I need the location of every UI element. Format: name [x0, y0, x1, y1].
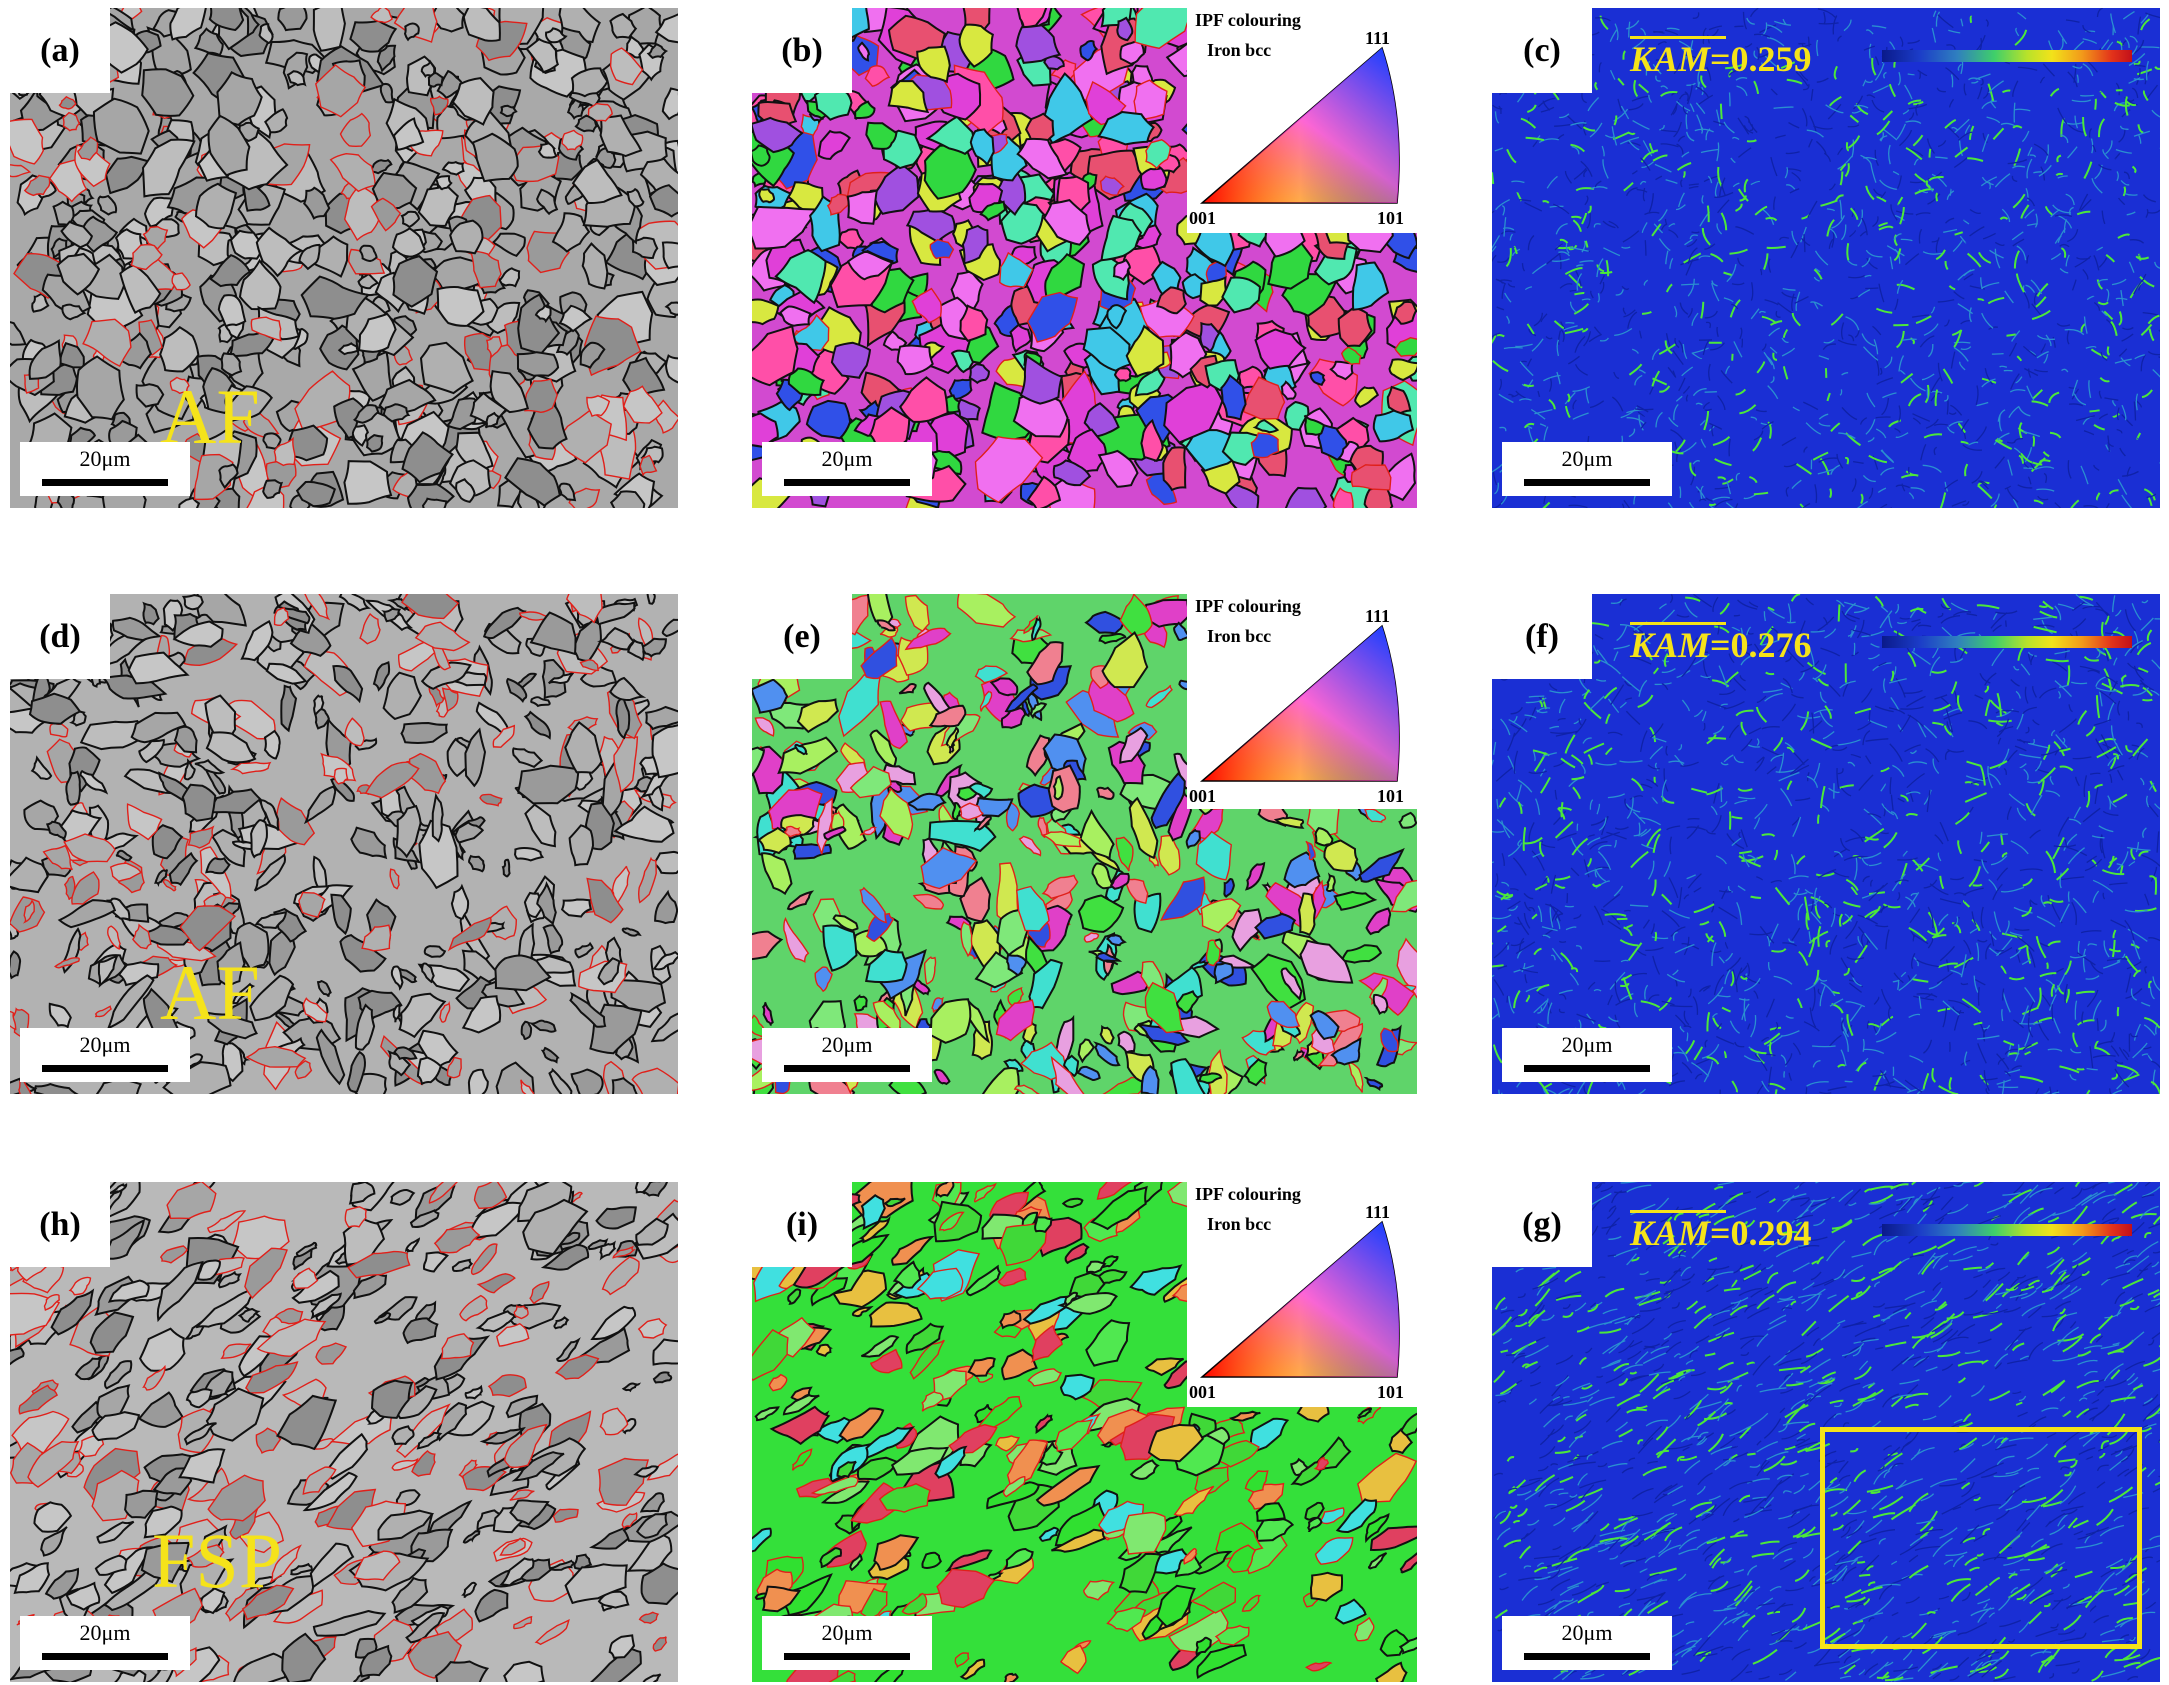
scale-bar-text: 20μm — [79, 446, 131, 471]
panel-label: (f) — [1492, 594, 1592, 679]
ipf-phase: Iron bcc — [1207, 40, 1272, 60]
ipf-corner-001: 001 — [1189, 1382, 1216, 1402]
band-contrast-map — [10, 594, 678, 1094]
ipf-corner-111: 111 — [1365, 1202, 1391, 1222]
kam-colorbar — [1882, 50, 2132, 62]
panel-c: (c) KAM=0.259 20μm — [1492, 8, 2160, 508]
ipf-title: IPF colouring — [1195, 1184, 1301, 1204]
panel-g: (g) KAM=0.294 20μm — [1492, 1182, 2160, 1682]
band-contrast-map — [10, 8, 678, 508]
scale-bar-text: 20μm — [79, 1032, 131, 1057]
scale-bar-text: 20μm — [821, 446, 873, 471]
panel-label: (h) — [10, 1182, 110, 1267]
kam-colorbar — [1882, 1224, 2132, 1236]
panel-a: (a) AF 20μm — [10, 8, 678, 508]
panel-label: (c) — [1492, 8, 1592, 93]
kam-map — [1492, 8, 2160, 508]
panel-h: (h) FSP 20μm — [10, 1182, 678, 1682]
kam-average: KAM=0.259 — [1630, 36, 1812, 80]
scale-bar: 20μm — [762, 1028, 932, 1082]
ipf-phase: Iron bcc — [1207, 1214, 1272, 1234]
kam-average: KAM=0.276 — [1630, 622, 1812, 666]
scale-bar-text: 20μm — [821, 1620, 873, 1645]
scale-bar: 20μm — [1502, 1028, 1672, 1082]
panel-f: (f) KAM=0.276 20μm — [1492, 594, 2160, 1094]
scale-bar: 20μm — [1502, 1616, 1672, 1670]
panel-b: (b) IPF colouring Iron bcc 111 001 101 2… — [752, 8, 1417, 508]
scale-bar-text: 20μm — [821, 1032, 873, 1057]
band-contrast-map — [10, 1182, 678, 1682]
kam-symbol: KAM — [1630, 39, 1711, 79]
scale-bar-text: 20μm — [1561, 1032, 1613, 1057]
kam-symbol: KAM — [1630, 625, 1711, 665]
ipf-triangle — [1199, 1220, 1400, 1378]
scale-bar: 20μm — [762, 442, 932, 496]
scale-bar: 20μm — [20, 1616, 190, 1670]
highlight-box — [1820, 1427, 2142, 1649]
ipf-legend: IPF colouring Iron bcc 111 001 101 — [1187, 1182, 1417, 1407]
kam-colorbar — [1882, 636, 2132, 648]
ipf-phase: Iron bcc — [1207, 626, 1272, 646]
ipf-corner-111: 111 — [1365, 606, 1391, 626]
kam-value: =0.276 — [1710, 625, 1812, 665]
ipf-legend: IPF colouring Iron bcc 111 001 101 — [1187, 594, 1417, 809]
scale-bar: 20μm — [20, 442, 190, 496]
ipf-corner-001: 001 — [1189, 786, 1216, 806]
ipf-corner-101: 101 — [1377, 208, 1404, 228]
scale-bar-text: 20μm — [1561, 1620, 1613, 1645]
ipf-title: IPF colouring — [1195, 10, 1301, 30]
phase-label: FSP — [152, 1517, 283, 1604]
kam-value: =0.259 — [1710, 39, 1812, 79]
ipf-corner-111: 111 — [1365, 28, 1391, 48]
ipf-legend: IPF colouring Iron bcc 111 001 101 — [1187, 8, 1417, 233]
panel-label: (g) — [1492, 1182, 1592, 1267]
ipf-corner-001: 001 — [1189, 208, 1216, 228]
panel-label: (a) — [10, 8, 110, 93]
ipf-corner-101: 101 — [1377, 786, 1404, 806]
panel-label: (e) — [752, 594, 852, 679]
panel-e: (e) IPF colouring Iron bcc 111 001 101 2… — [752, 594, 1417, 1094]
phase-label: AF — [160, 949, 260, 1036]
ipf-triangle — [1199, 46, 1400, 204]
panel-d: (d) AF 20μm — [10, 594, 678, 1094]
scale-bar: 20μm — [762, 1616, 932, 1670]
scale-bar: 20μm — [1502, 442, 1672, 496]
panel-i: (i) IPF colouring Iron bcc 111 001 101 2… — [752, 1182, 1417, 1682]
scale-bar-text: 20μm — [1561, 446, 1613, 471]
ipf-corner-101: 101 — [1377, 1382, 1404, 1402]
panel-label: (b) — [752, 8, 852, 93]
kam-map — [1492, 594, 2160, 1094]
panel-label: (d) — [10, 594, 110, 679]
panel-label: (i) — [752, 1182, 852, 1267]
kam-value: =0.294 — [1710, 1213, 1812, 1253]
kam-symbol: KAM — [1630, 1213, 1711, 1253]
kam-average: KAM=0.294 — [1630, 1210, 1812, 1254]
scale-bar: 20μm — [20, 1028, 190, 1082]
scale-bar-text: 20μm — [79, 1620, 131, 1645]
ipf-triangle — [1199, 624, 1400, 782]
ipf-title: IPF colouring — [1195, 596, 1301, 616]
